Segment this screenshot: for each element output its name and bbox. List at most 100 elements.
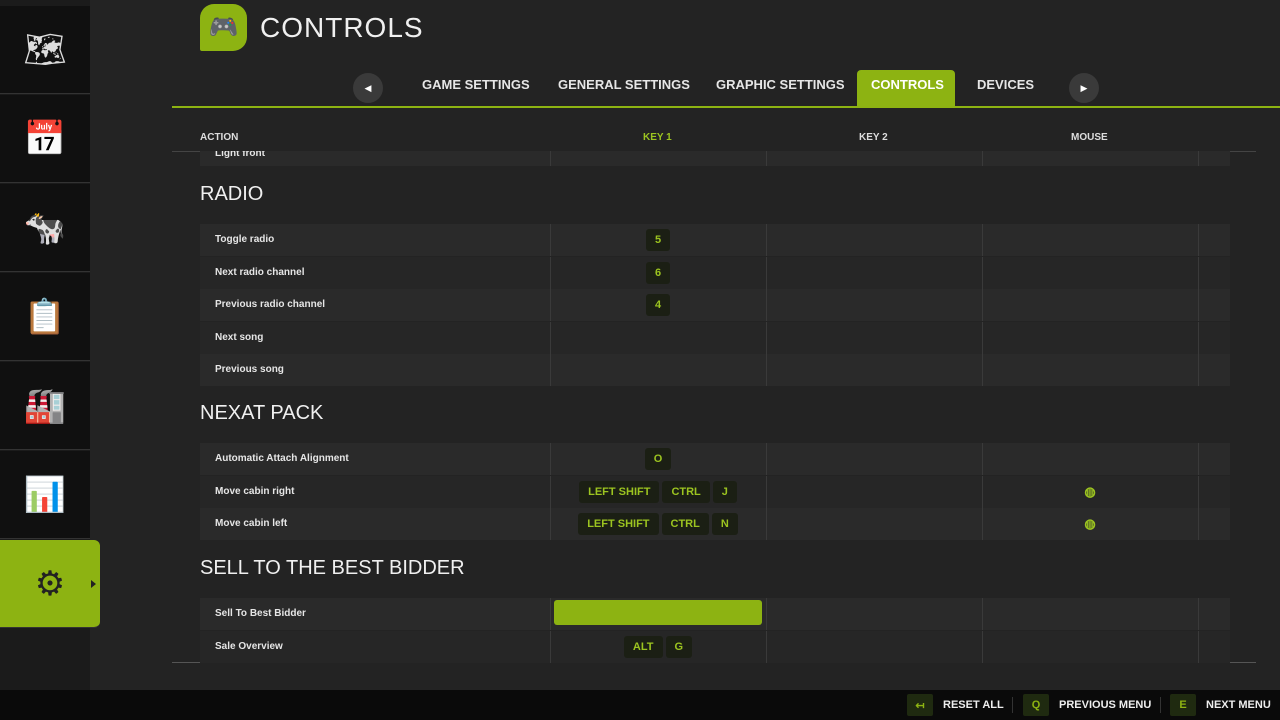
key1-cell[interactable]: LEFT SHIFT CTRL J — [550, 476, 766, 508]
key-hint: Q — [1023, 694, 1049, 716]
sidebar-item-settings[interactable]: ⚙ — [0, 540, 100, 628]
button-label: NEXT MENU — [1206, 699, 1271, 711]
action-label: Move cabin left — [215, 518, 288, 529]
column-divider — [982, 256, 983, 289]
mouse-cell[interactable] — [982, 631, 1198, 663]
column-divider — [1198, 151, 1199, 166]
column-divider — [550, 151, 551, 166]
action-label: Next radio channel — [215, 266, 305, 278]
table-row[interactable]: Sale Overview ALT G — [200, 630, 1230, 663]
section-title: RADIO — [200, 183, 264, 205]
bottom-bar: ↤ RESET ALL Q PREVIOUS MENU E NEXT MENU — [0, 690, 1280, 720]
calendar-icon: 📅 — [23, 119, 67, 158]
mouse-cell[interactable] — [982, 443, 1198, 475]
mouse-cell[interactable] — [982, 598, 1198, 630]
key1-cell[interactable]: ALT G — [550, 631, 766, 663]
column-key2: KEY 2 — [859, 132, 888, 143]
table-row[interactable]: Move cabin right LEFT SHIFT CTRL J ◍ — [200, 475, 1230, 508]
key1-cell[interactable]: 5 — [550, 224, 766, 256]
table-row[interactable]: Previous song — [200, 354, 1230, 386]
key2-cell[interactable] — [766, 224, 982, 256]
key2-cell[interactable] — [766, 443, 982, 475]
tab-controls[interactable]: CONTROLS — [857, 70, 955, 106]
action-label: Move cabin right — [215, 485, 295, 497]
column-divider — [766, 630, 767, 663]
action-label: Next song — [215, 331, 264, 343]
column-divider — [982, 598, 983, 630]
tab-underline — [172, 106, 1280, 108]
key1-cell[interactable]: 6 — [550, 257, 766, 289]
section-title: SELL TO THE BEST BIDDER — [200, 557, 465, 579]
key-binding: J — [712, 480, 737, 503]
tab-graphic-settings[interactable]: GRAPHIC SETTINGS — [716, 77, 845, 92]
key-binding: LEFT SHIFT — [579, 480, 660, 503]
column-divider — [766, 321, 767, 354]
column-divider — [766, 508, 767, 540]
key2-cell[interactable] — [766, 289, 982, 321]
action-label: Sell To Best Bidder — [215, 608, 306, 619]
table-row[interactable]: Next radio channel 6 — [200, 256, 1230, 289]
settings-icon: ⚙ — [34, 564, 66, 603]
tab-devices[interactable]: DEVICES — [977, 77, 1035, 92]
table-row[interactable]: Move cabin left LEFT SHIFT CTRL N ◍ — [200, 508, 1230, 540]
key1-cell[interactable]: O — [550, 443, 766, 475]
key2-cell[interactable] — [766, 354, 982, 386]
bottom-button-next-menu[interactable]: E NEXT MENU — [1170, 694, 1271, 716]
column-divider — [982, 224, 983, 256]
sidebar-item-contracts[interactable]: 📋 — [0, 273, 90, 361]
mouse-cell[interactable] — [982, 354, 1198, 386]
tab-game-settings[interactable]: GAME SETTINGS — [422, 77, 530, 92]
sidebar-item-animals[interactable]: 🐄 — [0, 184, 90, 272]
section-title: NEXAT PACK — [200, 402, 324, 424]
key2-cell[interactable] — [766, 631, 982, 663]
tab-prev-arrow-icon[interactable]: ◀ — [353, 73, 383, 103]
table-row[interactable]: Previous radio channel 4 — [200, 289, 1230, 321]
statistics-icon: 📊 — [23, 475, 67, 514]
key1-cell[interactable] — [550, 322, 766, 354]
key2-cell[interactable] — [766, 508, 982, 540]
tab-bar: ◀ GAME SETTINGS GENERAL SETTINGS GRAPHIC… — [0, 70, 1280, 107]
table-row[interactable]: Next song — [200, 321, 1230, 354]
table-row[interactable]: Automatic Attach Alignment O — [200, 443, 1230, 475]
bottom-button-reset-all[interactable]: ↤ RESET ALL — [907, 694, 1004, 716]
key1-cell[interactable]: LEFT SHIFT CTRL N — [550, 508, 766, 540]
tab-next-arrow-icon[interactable]: ▶ — [1069, 73, 1099, 103]
bottom-separator — [1160, 697, 1161, 713]
key1-cell[interactable] — [550, 354, 766, 386]
sidebar-item-statistics[interactable]: 📊 — [0, 451, 90, 539]
column-divider — [982, 630, 983, 663]
sidebar-item-map[interactable]: 🗺 — [0, 6, 90, 94]
mouse-cell[interactable] — [982, 257, 1198, 289]
mouse-cell[interactable]: ◍ — [982, 476, 1198, 508]
bottom-separator — [1012, 697, 1013, 713]
bottom-button-previous-menu[interactable]: Q PREVIOUS MENU — [1023, 694, 1151, 716]
mouse-cell[interactable]: ◍ — [982, 508, 1198, 540]
selected-cell-highlight — [554, 600, 762, 625]
table-row[interactable]: Toggle radio 5 — [200, 224, 1230, 256]
key1-cell[interactable]: 4 — [550, 289, 766, 321]
column-key1: KEY 1 — [643, 132, 672, 143]
column-divider — [1198, 630, 1199, 663]
sidebar-item-calendar[interactable]: 📅 — [0, 95, 90, 183]
column-divider — [1198, 598, 1199, 630]
key2-cell[interactable] — [766, 476, 982, 508]
mouse-cell[interactable] — [982, 289, 1198, 321]
mouse-cell[interactable] — [982, 322, 1198, 354]
action-label: Automatic Attach Alignment — [215, 453, 349, 464]
column-divider — [1198, 508, 1199, 540]
key2-cell[interactable] — [766, 598, 982, 630]
key-binding: 6 — [645, 261, 671, 284]
sidebar-item-production[interactable]: 🏭 — [0, 362, 90, 450]
column-divider — [982, 289, 983, 321]
column-divider — [766, 151, 767, 166]
key-binding: LEFT SHIFT — [578, 513, 659, 535]
key2-cell[interactable] — [766, 257, 982, 289]
column-divider — [1198, 321, 1199, 354]
mouse-cell[interactable] — [982, 224, 1198, 256]
tab-general-settings[interactable]: GENERAL SETTINGS — [558, 77, 690, 92]
table-row[interactable]: Light front — [200, 151, 1230, 166]
key2-cell[interactable] — [766, 322, 982, 354]
column-divider — [550, 321, 551, 354]
column-divider — [1198, 354, 1199, 386]
column-divider — [1198, 224, 1199, 256]
